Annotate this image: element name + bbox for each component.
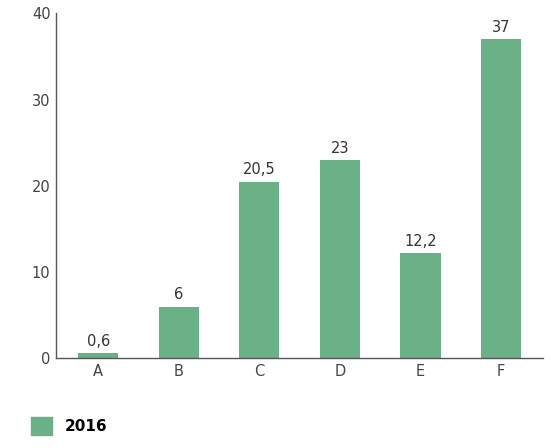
Bar bbox=[78, 353, 118, 358]
Bar bbox=[239, 181, 279, 358]
Text: 12,2: 12,2 bbox=[404, 234, 437, 249]
Bar bbox=[158, 307, 199, 358]
Text: 0,6: 0,6 bbox=[87, 334, 110, 349]
Text: 23: 23 bbox=[330, 141, 349, 156]
Legend: 2016: 2016 bbox=[25, 411, 113, 441]
Bar bbox=[400, 253, 441, 358]
Bar bbox=[481, 39, 521, 358]
Text: 20,5: 20,5 bbox=[243, 162, 276, 177]
Text: 6: 6 bbox=[174, 287, 184, 302]
Text: 37: 37 bbox=[492, 20, 510, 35]
Bar bbox=[320, 160, 360, 358]
